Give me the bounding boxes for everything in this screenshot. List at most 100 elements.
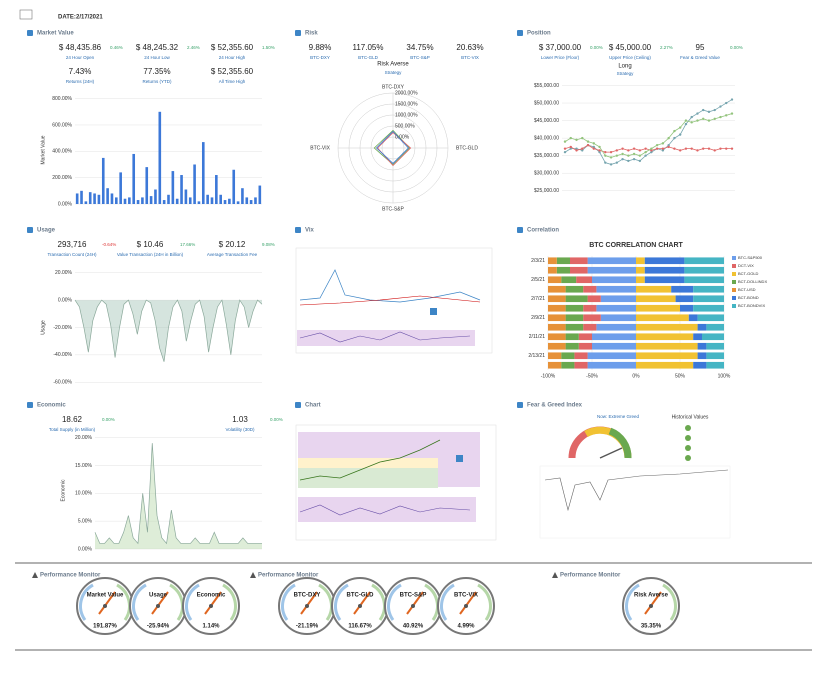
kpi-label: Fear & Greed Value bbox=[680, 55, 720, 60]
gauge-value: 35.35% bbox=[641, 624, 662, 630]
bar bbox=[106, 188, 109, 204]
bar-segment bbox=[636, 257, 645, 265]
point bbox=[615, 161, 619, 164]
bar bbox=[158, 111, 162, 204]
bar bbox=[128, 197, 131, 204]
kpi-change: 1.50% bbox=[262, 45, 275, 50]
y-tick-label: 20.00% bbox=[55, 270, 73, 276]
kpi-change: 2.27% bbox=[660, 45, 673, 50]
y-tick-label: 20.00% bbox=[75, 435, 93, 441]
y-tick-label: 0.00% bbox=[58, 201, 73, 207]
kpi-value: $ 45,000.00 bbox=[609, 43, 652, 52]
gauge-band-low bbox=[334, 583, 349, 621]
kpi-value: $ 48,245.32 bbox=[136, 43, 179, 52]
bar bbox=[162, 200, 166, 204]
bar-segment bbox=[548, 304, 566, 312]
logo bbox=[19, 9, 33, 20]
bar bbox=[154, 189, 157, 204]
point bbox=[702, 147, 705, 150]
panel-icon bbox=[517, 227, 523, 233]
bar-segment bbox=[583, 304, 597, 312]
gauge-value: -25.94% bbox=[147, 624, 170, 630]
bar-segment bbox=[697, 342, 707, 350]
bar-segment bbox=[684, 266, 724, 274]
y-tick-label: 400.00% bbox=[52, 149, 72, 155]
gauge-value: 116.67% bbox=[348, 624, 372, 630]
panel-title: Correlation bbox=[527, 228, 559, 234]
point bbox=[730, 112, 734, 115]
kpi-label: Value Transaction (24H in Billion) bbox=[117, 252, 184, 257]
bar-segment bbox=[583, 323, 597, 331]
gauge-band-high bbox=[318, 583, 333, 621]
bar-segment bbox=[592, 333, 636, 341]
bar bbox=[75, 193, 79, 204]
bar-segment bbox=[596, 285, 636, 293]
bar bbox=[180, 175, 183, 204]
gauge-needle bbox=[406, 591, 424, 615]
point bbox=[627, 154, 630, 157]
bar-segment bbox=[675, 295, 694, 303]
gauge-band-low bbox=[132, 583, 147, 621]
bar bbox=[215, 175, 218, 204]
kpi-label: BTC-DXY bbox=[310, 55, 330, 60]
gauge-label: Economic bbox=[197, 593, 226, 599]
bar-segment bbox=[636, 276, 645, 284]
date: 2/17/2021 bbox=[76, 15, 103, 21]
point bbox=[655, 143, 659, 147]
point bbox=[632, 147, 636, 150]
bar-segment bbox=[587, 361, 636, 369]
point bbox=[604, 161, 607, 164]
legend-label: DCT-VIX bbox=[738, 263, 754, 268]
monitor-title: Performance Monitor bbox=[560, 573, 621, 579]
gauge-band-low bbox=[440, 583, 455, 621]
kpi-value: 7.43% bbox=[69, 67, 92, 76]
kpi-change: 0.00% bbox=[102, 417, 115, 422]
r-tick-label: 500.00% bbox=[395, 123, 415, 129]
y-tick-label: $30,000.00 bbox=[534, 171, 559, 177]
monitor-title: Performance Monitor bbox=[40, 573, 101, 579]
bar-segment bbox=[548, 333, 566, 341]
gauge-band-low bbox=[625, 583, 640, 621]
gauge-value: 4.99% bbox=[457, 624, 475, 630]
point bbox=[615, 154, 619, 157]
point bbox=[644, 147, 647, 150]
bar-segment bbox=[561, 352, 575, 360]
y-tick-label: $55,000.00 bbox=[534, 83, 559, 89]
gauge-status: Now: Extreme Greed bbox=[597, 414, 640, 419]
gauge-label: BTC-DXY bbox=[294, 593, 321, 599]
point bbox=[667, 145, 670, 149]
area-line bbox=[94, 443, 262, 545]
bar-segment bbox=[671, 285, 694, 293]
point bbox=[632, 152, 636, 156]
bar-segment bbox=[636, 342, 698, 350]
area-line bbox=[74, 299, 263, 362]
kpi-change: 9.08% bbox=[262, 242, 275, 247]
bar bbox=[175, 198, 179, 204]
kpi-value: $ 52,355.60 bbox=[211, 43, 254, 52]
point bbox=[638, 149, 642, 152]
bar-segment bbox=[561, 361, 575, 369]
bar-segment bbox=[565, 304, 584, 312]
kpi-label: Total Supply (in Million) bbox=[49, 427, 96, 432]
strategy-value: Long bbox=[618, 64, 631, 70]
bar-segment bbox=[548, 285, 566, 293]
point bbox=[707, 119, 711, 122]
point bbox=[730, 147, 734, 150]
legend-swatch bbox=[732, 280, 736, 284]
bar-segment bbox=[574, 361, 588, 369]
bar-segment bbox=[556, 257, 570, 265]
kpi-value: 34.75% bbox=[406, 43, 433, 52]
point bbox=[650, 147, 653, 150]
bar-segment bbox=[548, 323, 566, 331]
kpi-label: Upper Price (Ceiling) bbox=[609, 55, 651, 60]
point bbox=[575, 147, 578, 150]
point bbox=[684, 119, 688, 122]
gauge-hub bbox=[103, 604, 107, 608]
gauge-hub bbox=[209, 604, 213, 608]
gauge-needle bbox=[204, 591, 222, 615]
panel-title: Chart bbox=[305, 403, 321, 409]
bar bbox=[101, 157, 105, 204]
point bbox=[725, 101, 728, 105]
kpi-label: BTC-VIX bbox=[461, 55, 479, 60]
